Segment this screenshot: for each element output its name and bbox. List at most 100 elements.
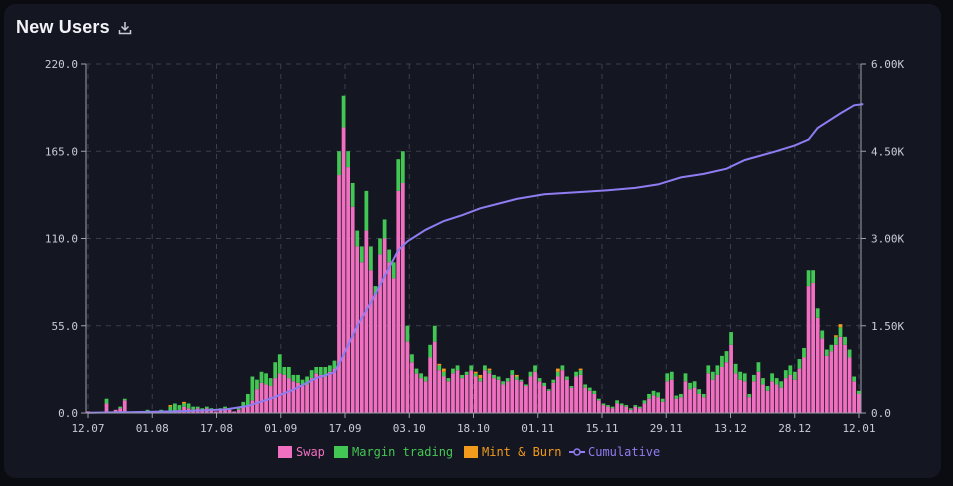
bar-swap — [537, 381, 542, 413]
bar-margin-trading — [656, 392, 661, 398]
x-tick-label: 18.10 — [457, 422, 490, 435]
bar-margin-trading — [761, 378, 765, 385]
bar-swap — [419, 378, 423, 413]
bar-swap — [241, 406, 246, 413]
bar-swap — [738, 379, 743, 413]
bar-margin-trading — [423, 376, 428, 382]
bar-margin-trading — [838, 327, 843, 337]
bar-margin-trading — [282, 366, 287, 375]
y-right-tick-label: 0.0 — [871, 407, 891, 420]
bar-mint-burn — [487, 368, 492, 371]
y-left-tick-label: 55.0 — [52, 320, 79, 333]
bar-swap — [683, 381, 688, 413]
bar-margin-trading — [533, 365, 537, 372]
bar-swap — [619, 405, 624, 413]
legend-cumulative-swatch-marker — [573, 448, 581, 456]
bar-margin-trading — [300, 379, 305, 387]
bar-margin-trading — [369, 246, 373, 271]
bar-margin-trading — [505, 378, 510, 382]
bar-swap — [441, 376, 446, 413]
bar-swap — [765, 390, 770, 413]
bar-swap — [688, 389, 692, 413]
download-icon[interactable] — [118, 21, 132, 35]
bar-swap — [223, 408, 227, 413]
bar-swap — [305, 384, 309, 413]
bar-swap — [122, 400, 127, 413]
bar-margin-trading — [824, 349, 829, 356]
bar-swap — [656, 397, 661, 413]
bar-margin-trading — [779, 381, 784, 388]
bar-margin-trading — [788, 365, 793, 375]
bar-swap — [455, 370, 460, 413]
x-tick-label: 17.08 — [200, 422, 233, 435]
bar-margin-trading — [783, 370, 788, 379]
bar-margin-trading — [793, 371, 797, 380]
legend-margin-trading-label: Margin trading — [352, 445, 453, 459]
bar-swap — [250, 400, 255, 413]
bar-swap — [118, 408, 123, 413]
bar-margin-trading — [624, 405, 629, 407]
bar-swap — [214, 411, 218, 413]
bar-margin-trading — [697, 389, 702, 394]
bar-margin-trading — [414, 368, 419, 374]
bar-margin-trading — [364, 190, 369, 231]
bar-margin-trading — [524, 384, 528, 387]
bar-margin-trading — [542, 382, 547, 387]
bar-margin-trading — [601, 403, 606, 406]
legend-margin-trading[interactable]: Margin trading — [334, 445, 453, 459]
bar-swap — [514, 379, 519, 413]
bar-swap — [391, 278, 396, 413]
bar-swap — [510, 374, 515, 413]
bar-swap — [236, 409, 241, 413]
bar-margin-trading — [729, 332, 733, 345]
bar-swap — [227, 409, 232, 413]
bar-margin-trading — [679, 393, 683, 398]
bar-swap — [496, 379, 501, 413]
bar-margin-trading — [255, 379, 259, 390]
bar-swap — [697, 393, 702, 413]
bar-margin-trading — [396, 159, 401, 191]
legend-mint-burn[interactable]: Mint & Burn — [464, 445, 561, 459]
y-left-tick-label: 0.0 — [58, 407, 78, 420]
bar-margin-trading — [619, 403, 624, 406]
bar-margin-trading — [674, 395, 679, 399]
bar-swap — [369, 270, 373, 413]
legend-swap-label: Swap — [296, 445, 325, 459]
bar-margin-trading — [373, 286, 378, 295]
bar-margin-trading — [464, 371, 469, 375]
bar-swap — [843, 344, 847, 413]
bar-margin-trading — [177, 405, 182, 410]
bar-margin-trading — [492, 374, 496, 379]
bar-margin-trading — [428, 344, 433, 358]
bar-margin-trading — [182, 403, 186, 407]
bar-swap — [560, 370, 565, 413]
bar-swap — [601, 405, 606, 413]
bar-margin-trading — [510, 370, 515, 375]
bar-margin-trading — [710, 371, 715, 380]
bar-margin-trading — [537, 378, 542, 382]
bar-margin-trading — [834, 336, 838, 345]
bar-swap — [633, 406, 638, 413]
bar-swap — [578, 374, 583, 413]
y-right-tick-label: 6.00K — [871, 58, 904, 71]
y-right-tick-label: 4.50K — [871, 145, 904, 158]
bar-margin-trading — [501, 381, 506, 385]
bar-mint-burn — [478, 374, 483, 379]
bar-swap — [756, 371, 761, 413]
legend-swap[interactable]: Swap — [278, 445, 325, 459]
bar-swap — [551, 382, 556, 413]
bar-margin-trading — [742, 373, 747, 382]
bar-swap — [359, 262, 364, 413]
bar-margin-trading — [223, 406, 227, 409]
x-tick-label: 01.09 — [264, 422, 297, 435]
bar-margin-trading — [359, 246, 364, 263]
bar-swap — [492, 378, 496, 413]
bar-swap — [200, 409, 205, 413]
bar-margin-trading — [592, 390, 597, 394]
legend-cumulative[interactable]: Cumulative — [569, 445, 660, 459]
bar-margin-trading — [551, 379, 556, 383]
bar-margin-trading — [469, 365, 474, 371]
bar-margin-trading — [774, 378, 779, 385]
bar-swap — [852, 381, 857, 413]
